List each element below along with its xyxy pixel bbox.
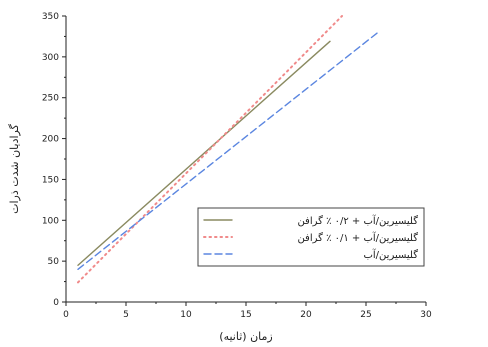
y-tick-label: 200 (42, 135, 59, 145)
y-tick-label: 50 (48, 257, 60, 267)
legend-label-1: گلیسیرین/آب + ۰/۲ ٪ گرافن (297, 214, 418, 227)
series-line-2 (77, 15, 343, 284)
x-tick-label: 25 (360, 310, 371, 320)
y-tick-label: 100 (42, 216, 59, 226)
x-tick-label: 30 (420, 310, 432, 320)
y-tick-label: 250 (42, 94, 59, 104)
x-tick-label: 10 (180, 310, 192, 320)
legend: گلیسیرین/آب + ۰/۲ ٪ گرافن گلیسیرین/آب + ۰… (197, 207, 425, 267)
y-tick-label: 0 (53, 298, 59, 308)
x-axis-label: زمان (ثانیه) (219, 330, 272, 343)
legend-box (197, 207, 425, 267)
y-tick-label: 350 (42, 12, 59, 22)
legend-label-2: گلیسیرین/آب + ۰/۱ ٪ گرافن (297, 231, 418, 244)
y-tick-label: 150 (42, 175, 59, 185)
y-axis-label: گرادیان شدت ذرات (8, 123, 21, 213)
legend-label-3: گلیسیرین/آب (363, 248, 418, 261)
series-line-3 (77, 31, 379, 271)
x-tick-label: 15 (240, 310, 251, 320)
x-tick-label: 5 (123, 310, 129, 320)
x-tick-label: 0 (63, 310, 69, 320)
y-tick-label: 300 (42, 53, 59, 63)
series-line-1 (77, 40, 331, 266)
series-lines (77, 15, 379, 284)
x-tick-label: 20 (300, 310, 312, 320)
